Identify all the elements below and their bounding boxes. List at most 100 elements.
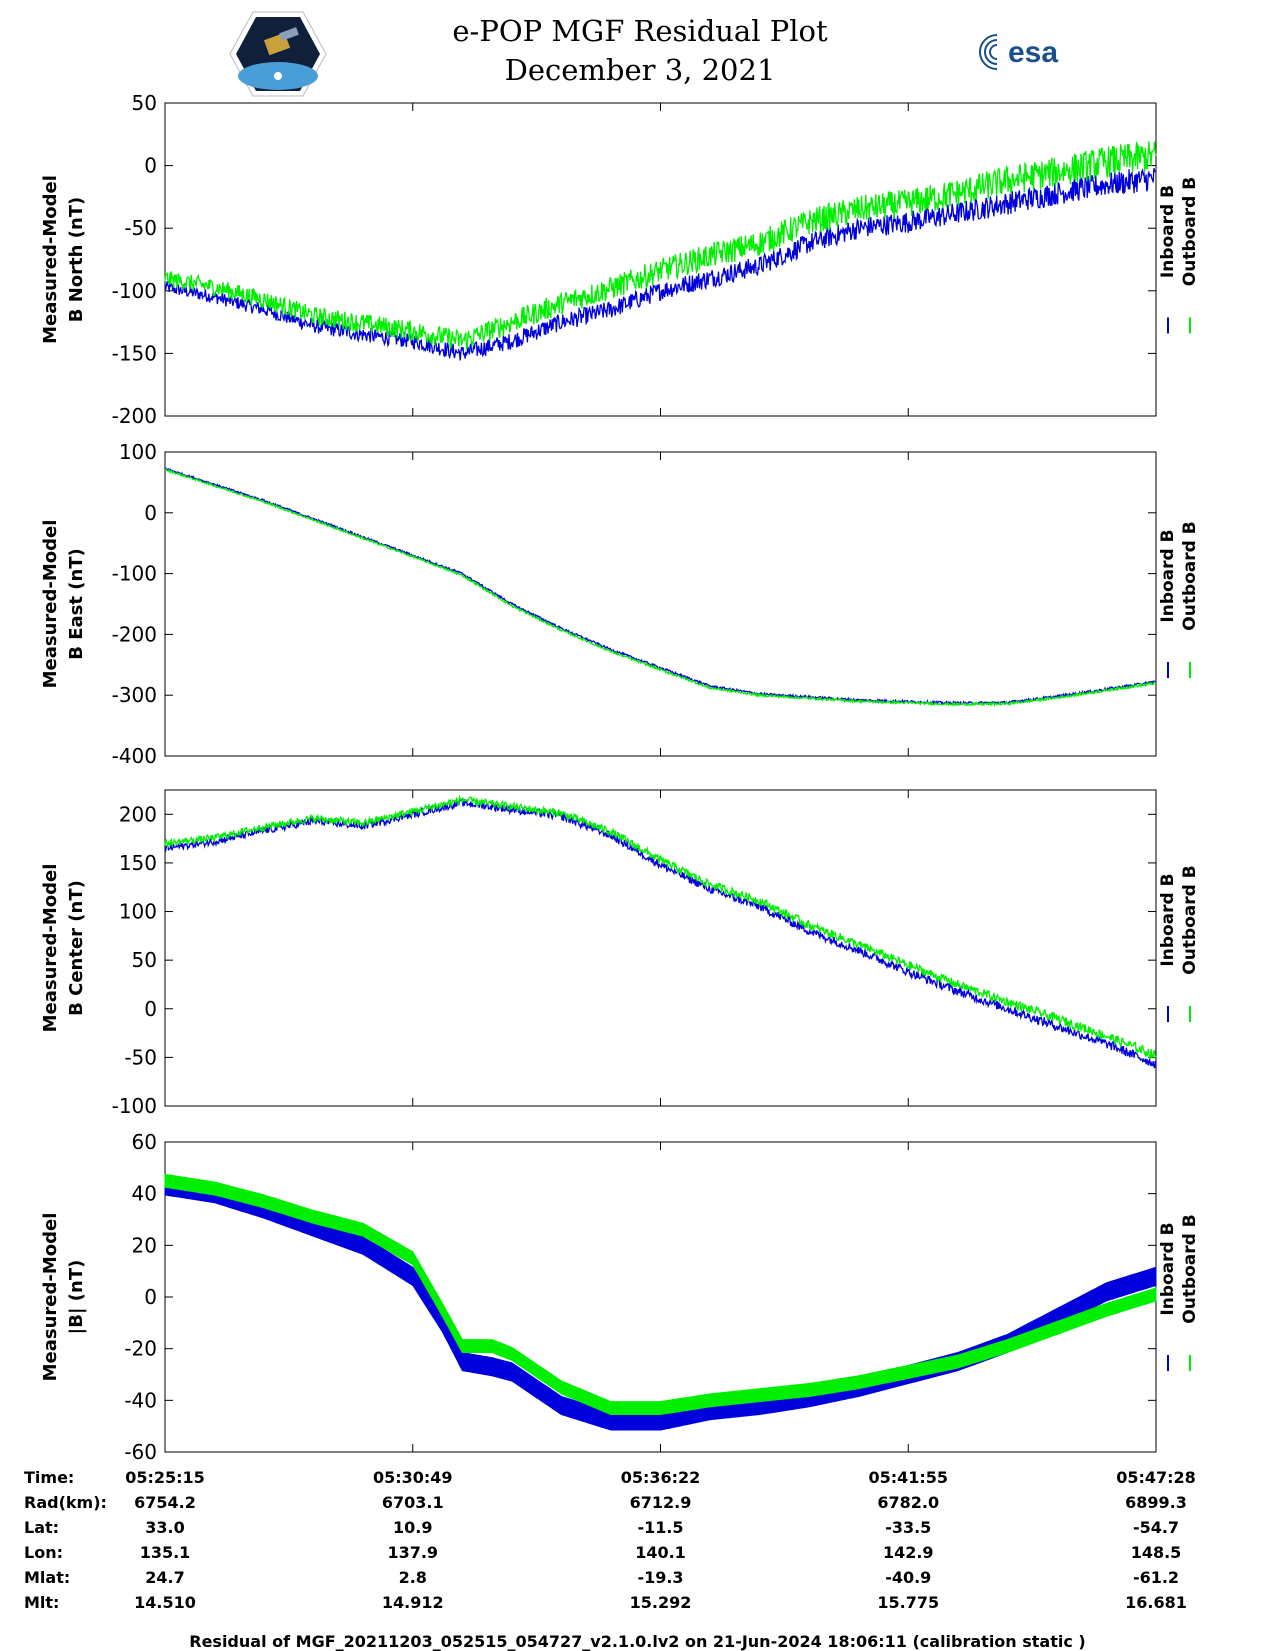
y-axis-label-1-0: Measured-Model xyxy=(40,520,61,689)
series-3-1 xyxy=(164,1173,1157,1415)
ephemeris-value: 16.681 xyxy=(1125,1593,1187,1612)
ephemeris-value: 135.1 xyxy=(139,1543,191,1562)
ephemeris-row: Rad(km): 6754.2 6703.1 6712.9 6782.0 6899.3 xyxy=(0,1493,1275,1517)
ephemeris-row: Time: 05:25:15 05:30:49 05:36:22 05:41:55 05:… xyxy=(0,1468,1275,1492)
ephemeris-value: 142.9 xyxy=(882,1543,934,1562)
ephemeris-value: 05:47:28 xyxy=(1116,1468,1196,1487)
legend-label-3-1: Outboard B xyxy=(1180,1214,1200,1323)
ephemeris-value: -11.5 xyxy=(637,1518,684,1537)
ephemeris-value: 05:25:15 xyxy=(125,1468,205,1487)
y-axis-label-3-0: Measured-Model xyxy=(40,1213,61,1382)
footer-caption: Residual of MGF_20211203_052515_054727_v… xyxy=(189,1632,1086,1651)
y-tick-label-0-5: -200 xyxy=(112,404,157,428)
ephemeris-value: 15.292 xyxy=(629,1593,692,1612)
ephemeris-label: Mlt: xyxy=(24,1593,60,1612)
ephemeris-row: Mlt: 14.510 14.912 15.292 15.775 16.681 xyxy=(0,1593,1275,1617)
ephemeris-row: Lat: 33.0 10.9 -11.5 -33.5 -54.7 xyxy=(0,1518,1275,1542)
legend-label-3-0: Inboard B xyxy=(1158,1222,1178,1315)
ephemeris-value: 14.912 xyxy=(381,1593,444,1612)
y-tick-label-0-2: -50 xyxy=(124,216,157,240)
series-0-1 xyxy=(164,141,1157,352)
y-tick-label-0-1: 0 xyxy=(144,154,157,178)
ephemeris-value: 10.9 xyxy=(393,1518,433,1537)
page-title: e-POP MGF Residual Plot xyxy=(452,14,828,48)
y-axis-label-0-0: Measured-Model xyxy=(40,175,61,344)
ephemeris-value: 33.0 xyxy=(145,1518,185,1537)
ephemeris-value: 6754.2 xyxy=(134,1493,196,1512)
y-tick-label-0-3: -100 xyxy=(112,279,157,303)
y-tick-label-2-6: -100 xyxy=(112,1094,157,1118)
y-tick-label-3-0: 60 xyxy=(132,1130,157,1154)
plot-frame-2 xyxy=(164,789,1157,1107)
ephemeris-value: -61.2 xyxy=(1132,1568,1180,1587)
ephemeris-row: Lon: 135.1 137.9 140.1 142.9 148.5 xyxy=(0,1543,1275,1567)
legend-label-1-1: Outboard B xyxy=(1180,521,1200,630)
y-tick-label-1-3: -200 xyxy=(112,622,157,646)
ephemeris-value: 6782.0 xyxy=(877,1493,940,1512)
y-tick-label-3-5: -40 xyxy=(124,1388,157,1412)
esa-logo: esa xyxy=(979,33,1058,71)
y-axis-label-3-1: |B| (nT) xyxy=(66,1260,87,1335)
ephemeris-value: 14.510 xyxy=(134,1593,196,1612)
y-tick-label-3-3: 0 xyxy=(144,1285,157,1309)
ephemeris-value: 6703.1 xyxy=(381,1493,444,1512)
ephemeris-value: 24.7 xyxy=(145,1568,185,1587)
ephemeris-value: -40.9 xyxy=(885,1568,932,1587)
ephemeris-value: 15.775 xyxy=(877,1593,940,1612)
y-tick-label-2-1: 150 xyxy=(119,851,157,875)
y-tick-label-3-1: 40 xyxy=(132,1182,157,1206)
y-axis-label-1-1: B East (nT) xyxy=(66,548,87,660)
legend-label-0-1: Outboard B xyxy=(1180,177,1200,286)
y-axis-label-2-1: B Center (nT) xyxy=(66,880,87,1016)
y-axis-label-0-1: B North (nT) xyxy=(66,197,87,323)
ephemeris-row: Mlat: 24.7 2.8 -19.3 -40.9 -61.2 xyxy=(0,1568,1275,1592)
plot-frame-1 xyxy=(164,451,1157,757)
ephemeris-label: Mlat: xyxy=(24,1568,71,1587)
ephemeris-value: 05:36:22 xyxy=(620,1468,701,1487)
ephemeris-label: Lon: xyxy=(24,1543,63,1562)
ephemeris-value: 137.9 xyxy=(387,1543,439,1562)
y-tick-label-1-5: -400 xyxy=(112,744,157,768)
legend-label-0-0: Inboard B xyxy=(1158,185,1178,278)
y-tick-label-2-3: 50 xyxy=(132,948,157,972)
legend-label-2-1: Outboard B xyxy=(1180,865,1200,974)
ephemeris-value: 6712.9 xyxy=(629,1493,692,1512)
ephemeris-label: Lat: xyxy=(24,1518,60,1537)
ephemeris-value: -33.5 xyxy=(885,1518,932,1537)
series-2-1 xyxy=(164,794,1157,1060)
y-tick-label-0-0: 50 xyxy=(132,91,157,115)
legend-label-2-0: Inboard B xyxy=(1158,873,1178,966)
ephemeris-value: 148.5 xyxy=(1130,1543,1182,1562)
y-tick-label-0-4: -150 xyxy=(112,341,157,365)
esa-logo-text: esa xyxy=(1008,36,1058,69)
ephemeris-value: 05:30:49 xyxy=(372,1468,453,1487)
y-tick-label-2-0: 200 xyxy=(119,802,157,826)
series-0-0 xyxy=(164,168,1157,361)
y-tick-label-2-4: 0 xyxy=(144,997,157,1021)
ephemeris-value: 6899.3 xyxy=(1125,1493,1187,1512)
ephemeris-label: Time: xyxy=(24,1468,75,1487)
cassiope-logo xyxy=(229,11,327,97)
ephemeris-value: -54.7 xyxy=(1132,1518,1180,1537)
page-subtitle-date: December 3, 2021 xyxy=(504,53,776,87)
plot-frame-3 xyxy=(164,1141,1157,1453)
y-tick-label-1-1: 0 xyxy=(144,501,157,525)
legend-label-1-0: Inboard B xyxy=(1158,529,1178,622)
ephemeris-value: 2.8 xyxy=(398,1568,427,1587)
plot-frame-0 xyxy=(164,102,1157,417)
y-tick-label-1-4: -300 xyxy=(112,683,157,707)
y-tick-label-3-4: -20 xyxy=(124,1337,157,1361)
y-tick-label-3-6: -60 xyxy=(124,1440,157,1464)
ephemeris-label: Rad(km): xyxy=(24,1493,107,1512)
y-tick-label-3-2: 20 xyxy=(132,1233,157,1257)
y-tick-label-1-2: -100 xyxy=(112,562,157,586)
y-tick-label-2-2: 100 xyxy=(119,900,157,924)
ephemeris-value: 140.1 xyxy=(635,1543,686,1562)
series-1-1 xyxy=(164,468,1157,707)
y-tick-label-1-0: 100 xyxy=(119,440,157,464)
y-tick-label-2-5: -50 xyxy=(124,1045,157,1069)
ephemeris-value: -19.3 xyxy=(637,1568,684,1587)
ephemeris-value: 05:41:55 xyxy=(868,1468,949,1487)
y-axis-label-2-0: Measured-Model xyxy=(40,864,61,1033)
